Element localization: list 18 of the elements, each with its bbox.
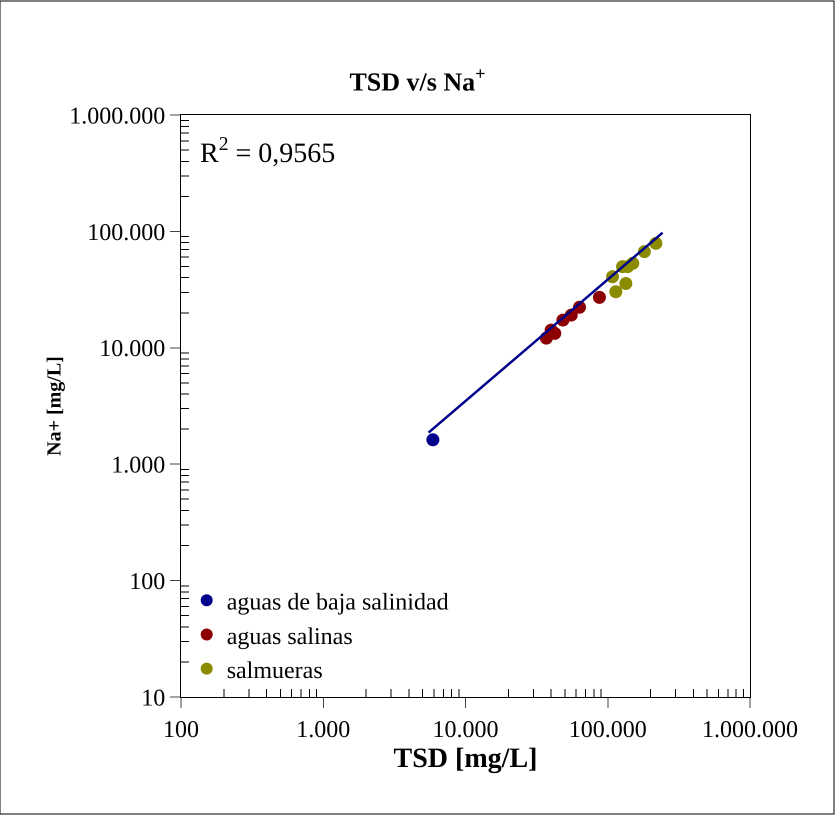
y-tick-label: 10 <box>141 685 166 712</box>
y-tick-label: 10.000 <box>99 336 166 362</box>
x-axis-title: TSD [mg/L] <box>394 742 538 774</box>
y-axis-title: Na+ [mg/L] <box>44 356 66 456</box>
legend-label: salmueras <box>226 658 323 684</box>
chart-title: TSD v/s Na$^{+}$ <box>349 64 486 97</box>
annotation: R$^{2}$ = 0,9565 <box>200 134 336 169</box>
x-tick-label: 100 <box>163 716 199 743</box>
y-tick-label: 100 <box>129 569 166 595</box>
y-tick-label: 1.000 <box>111 452 166 479</box>
x-tick-label: 1.000 <box>296 716 350 743</box>
x-tick-label: 100.000 <box>568 716 647 743</box>
y-tick-label: 100.000 <box>87 220 166 246</box>
x-tick-label: 10.000 <box>432 716 498 743</box>
x-tick-label: 1.000.000 <box>702 716 798 743</box>
legend-label: aguas salinas <box>226 624 353 650</box>
legend-label: aguas de baja salinidad <box>226 590 449 616</box>
y-tick-label: 1.000.000 <box>69 103 166 130</box>
